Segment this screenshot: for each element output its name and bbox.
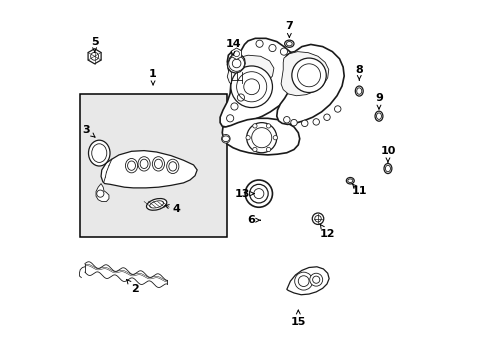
Ellipse shape xyxy=(149,201,163,208)
Circle shape xyxy=(301,120,307,127)
Polygon shape xyxy=(231,48,241,59)
Ellipse shape xyxy=(92,144,106,162)
Text: 3: 3 xyxy=(82,125,95,137)
Ellipse shape xyxy=(125,158,137,173)
Circle shape xyxy=(230,66,272,108)
Ellipse shape xyxy=(166,159,179,174)
Circle shape xyxy=(221,134,230,143)
Circle shape xyxy=(268,44,276,51)
Circle shape xyxy=(266,147,270,152)
Circle shape xyxy=(290,120,297,126)
Ellipse shape xyxy=(374,111,382,121)
Circle shape xyxy=(228,55,244,71)
Circle shape xyxy=(249,184,267,203)
Ellipse shape xyxy=(385,165,389,172)
Text: 13: 13 xyxy=(235,189,254,199)
Ellipse shape xyxy=(286,41,292,46)
Circle shape xyxy=(283,117,289,123)
Circle shape xyxy=(312,213,323,225)
Text: 11: 11 xyxy=(351,184,366,197)
Ellipse shape xyxy=(355,86,363,96)
Text: 6: 6 xyxy=(246,215,260,225)
Text: 4: 4 xyxy=(164,204,180,214)
Text: 10: 10 xyxy=(380,146,395,162)
Polygon shape xyxy=(222,118,299,155)
Ellipse shape xyxy=(376,113,381,120)
Circle shape xyxy=(244,180,272,207)
Text: 9: 9 xyxy=(374,93,382,109)
Circle shape xyxy=(237,94,244,101)
Circle shape xyxy=(312,119,319,125)
Polygon shape xyxy=(227,55,273,90)
Circle shape xyxy=(230,103,238,110)
Polygon shape xyxy=(101,150,197,188)
Polygon shape xyxy=(227,54,244,73)
Circle shape xyxy=(245,135,250,140)
Text: 15: 15 xyxy=(290,310,305,327)
Circle shape xyxy=(294,272,312,290)
Ellipse shape xyxy=(146,198,166,210)
Polygon shape xyxy=(220,39,300,127)
Circle shape xyxy=(226,115,233,122)
Ellipse shape xyxy=(347,179,352,183)
Polygon shape xyxy=(96,184,109,202)
Ellipse shape xyxy=(152,157,164,171)
Bar xyxy=(80,94,226,237)
Circle shape xyxy=(246,123,276,153)
Circle shape xyxy=(309,273,322,286)
Polygon shape xyxy=(286,267,328,295)
Circle shape xyxy=(255,40,263,47)
Text: 14: 14 xyxy=(225,39,241,55)
Ellipse shape xyxy=(346,177,353,184)
Circle shape xyxy=(291,58,325,93)
Circle shape xyxy=(323,114,329,121)
Polygon shape xyxy=(88,49,101,64)
Text: 12: 12 xyxy=(319,224,334,239)
Ellipse shape xyxy=(88,140,110,166)
Circle shape xyxy=(252,124,257,128)
Polygon shape xyxy=(276,44,344,125)
Circle shape xyxy=(334,106,340,112)
Text: 8: 8 xyxy=(355,64,363,80)
Ellipse shape xyxy=(138,157,150,171)
Ellipse shape xyxy=(284,40,293,47)
Polygon shape xyxy=(281,51,328,96)
Circle shape xyxy=(266,124,270,128)
Text: 7: 7 xyxy=(285,21,293,37)
Circle shape xyxy=(273,135,277,140)
Ellipse shape xyxy=(383,163,391,174)
Text: 2: 2 xyxy=(126,279,139,294)
Text: 5: 5 xyxy=(91,37,98,53)
Ellipse shape xyxy=(356,88,361,94)
Text: 1: 1 xyxy=(149,69,157,85)
Circle shape xyxy=(280,48,287,55)
Circle shape xyxy=(252,147,257,152)
